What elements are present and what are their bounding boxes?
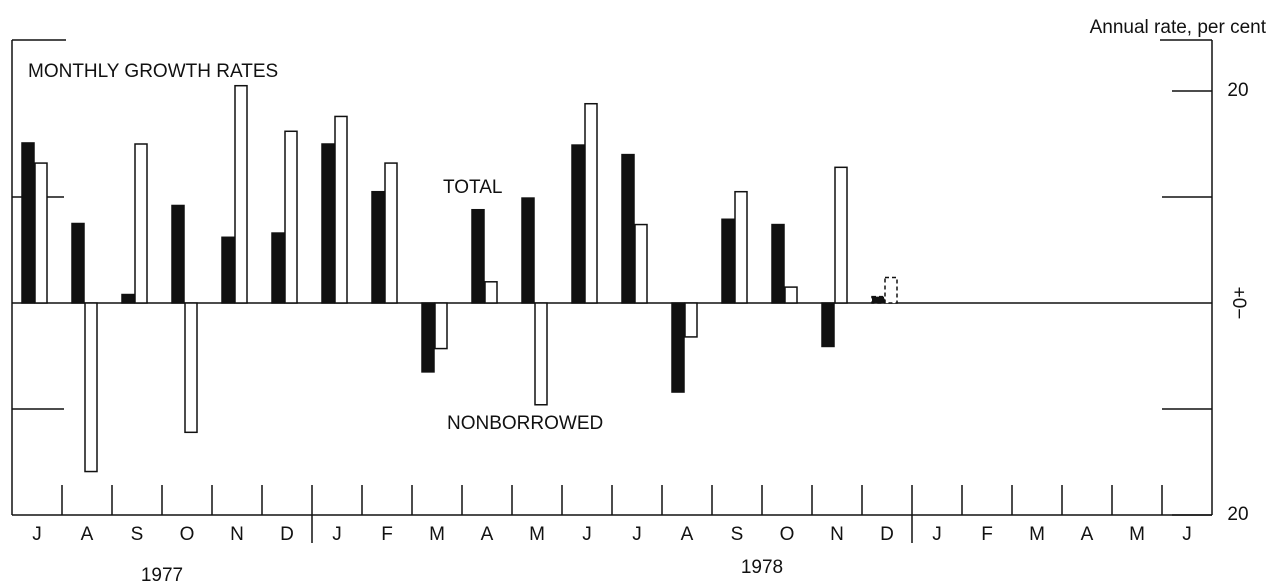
bar bbox=[521, 197, 535, 304]
bar bbox=[734, 190, 748, 304]
x-tick-label: M bbox=[529, 524, 545, 545]
bar bbox=[434, 302, 448, 350]
x-tick-label: O bbox=[180, 524, 195, 545]
x-tick-label: A bbox=[81, 524, 94, 545]
x-tick-label: F bbox=[981, 524, 993, 545]
bar bbox=[221, 236, 235, 304]
x-tick-label: S bbox=[131, 524, 144, 545]
x-tick-label: D bbox=[880, 524, 894, 545]
x-tick-label: M bbox=[1029, 524, 1045, 545]
bar bbox=[184, 302, 198, 434]
bar bbox=[334, 115, 348, 304]
x-tick-label: J bbox=[632, 524, 642, 545]
bar bbox=[21, 142, 35, 304]
x-tick-label: A bbox=[681, 524, 694, 545]
bar bbox=[121, 293, 135, 304]
x-tick-label: J bbox=[582, 524, 592, 545]
bar bbox=[571, 144, 585, 304]
bar bbox=[134, 143, 148, 304]
year-label: 1977 bbox=[141, 565, 183, 586]
x-tick-label: N bbox=[230, 524, 244, 545]
bar bbox=[884, 276, 898, 304]
bar bbox=[321, 143, 335, 304]
x-tick-label: M bbox=[1129, 524, 1145, 545]
bar bbox=[271, 232, 285, 304]
bar bbox=[634, 223, 648, 304]
bar bbox=[421, 302, 435, 373]
x-tick-label: S bbox=[731, 524, 744, 545]
bar bbox=[821, 302, 835, 348]
bar bbox=[784, 286, 798, 304]
x-tick-label: F bbox=[381, 524, 393, 545]
y-tick-label: +0− bbox=[1228, 287, 1249, 320]
y-tick-label: 20 bbox=[1227, 80, 1248, 101]
x-tick-label: J bbox=[1182, 524, 1192, 545]
bar bbox=[284, 130, 298, 304]
series-label: TOTAL bbox=[443, 177, 502, 198]
bar bbox=[234, 84, 248, 304]
year-label: 1978 bbox=[741, 557, 783, 578]
y-tick-label: 20 bbox=[1227, 504, 1248, 525]
bar bbox=[171, 204, 185, 304]
x-tick-label: O bbox=[780, 524, 795, 545]
bar bbox=[834, 166, 848, 304]
series-label: NONBORROWED bbox=[447, 413, 603, 434]
bar bbox=[671, 302, 685, 393]
bar bbox=[471, 208, 485, 304]
bar bbox=[621, 153, 635, 304]
bar bbox=[721, 218, 735, 304]
bar bbox=[371, 190, 385, 304]
y-axis-label: Annual rate, per cent bbox=[1090, 17, 1267, 38]
x-tick-label: A bbox=[481, 524, 494, 545]
bar bbox=[684, 302, 698, 338]
x-tick-label: M bbox=[429, 524, 445, 545]
bar bbox=[584, 102, 598, 304]
x-tick-label: N bbox=[830, 524, 844, 545]
bar bbox=[871, 295, 885, 304]
bar bbox=[34, 162, 48, 304]
bar bbox=[84, 302, 98, 473]
bar bbox=[771, 223, 785, 304]
bar bbox=[384, 162, 398, 304]
x-tick-label: J bbox=[32, 524, 42, 545]
bar bbox=[534, 302, 548, 406]
x-tick-label: J bbox=[332, 524, 342, 545]
x-tick-label: A bbox=[1081, 524, 1094, 545]
bar bbox=[71, 222, 85, 304]
x-tick-label: D bbox=[280, 524, 294, 545]
chart-title: MONTHLY GROWTH RATES bbox=[28, 61, 278, 82]
bar bbox=[484, 281, 498, 304]
x-tick-label: J bbox=[932, 524, 942, 545]
